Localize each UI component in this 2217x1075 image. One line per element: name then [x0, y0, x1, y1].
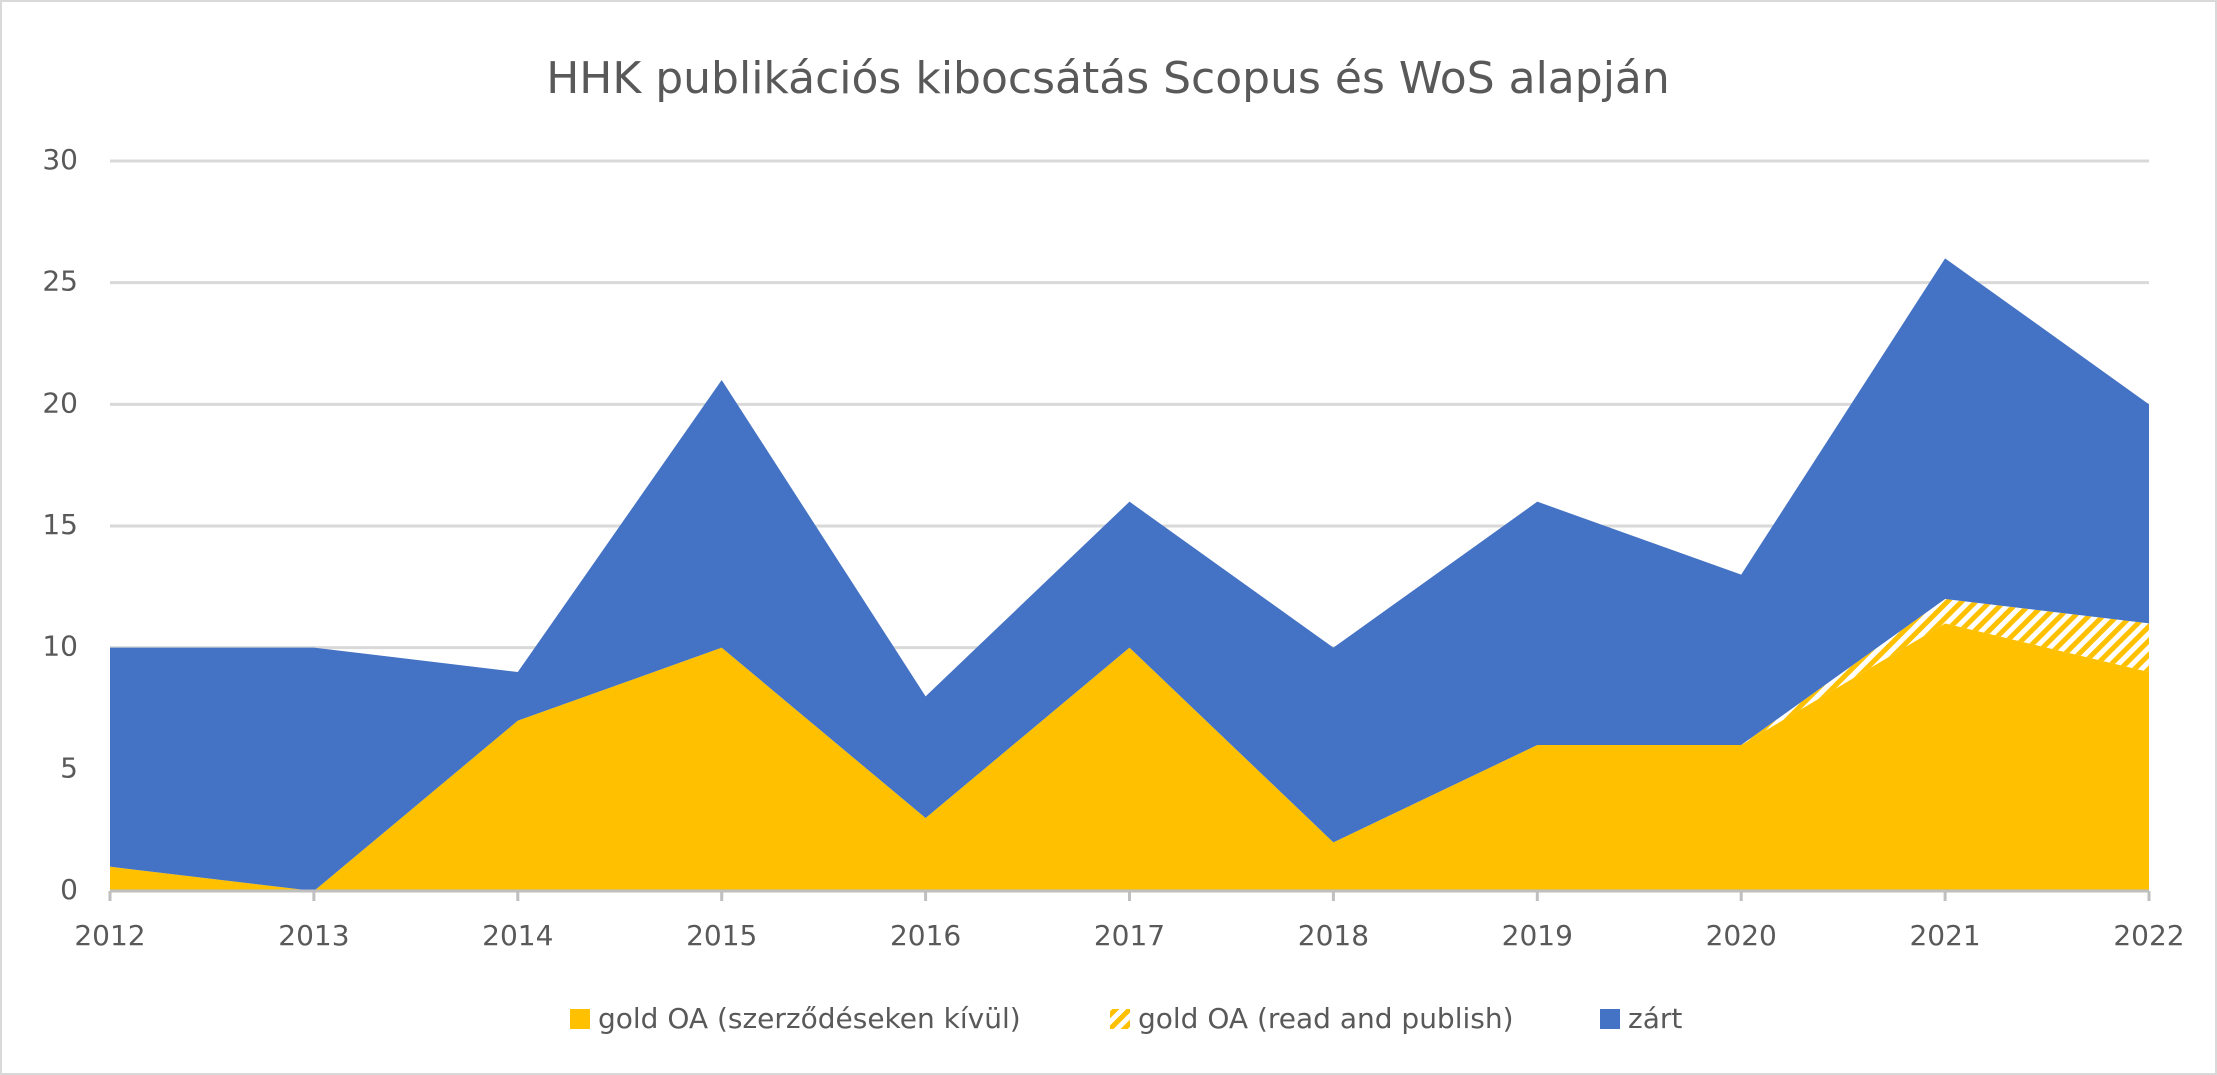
- x-tick-label: 2018: [1298, 919, 1369, 952]
- legend-swatch: [570, 1009, 590, 1029]
- y-tick-label: 30: [42, 143, 78, 176]
- y-tick-label: 15: [42, 508, 78, 541]
- y-tick-label: 20: [42, 386, 78, 419]
- x-tick-label: 2016: [890, 919, 961, 952]
- legend-label: zárt: [1628, 1002, 1682, 1035]
- x-tick-label: 2012: [74, 919, 145, 952]
- legend-swatch: [1600, 1009, 1620, 1029]
- legend-label: gold OA (read and publish): [1138, 1002, 1514, 1035]
- x-tick-label: 2014: [482, 919, 553, 952]
- y-tick-label: 10: [42, 630, 78, 663]
- y-tick-label: 5: [60, 751, 78, 784]
- y-tick-label: 25: [42, 265, 78, 298]
- y-tick-label: 0: [60, 873, 78, 906]
- chart-title: HHK publikációs kibocsátás Scopus és WoS…: [546, 53, 1670, 104]
- x-tick-label: 2022: [2113, 919, 2184, 952]
- area: [110, 258, 2149, 891]
- x-tick-label: 2017: [1094, 919, 1165, 952]
- x-tick-label: 2019: [1502, 919, 1573, 952]
- legend-swatch: [1110, 1009, 1130, 1029]
- area: [110, 623, 2149, 891]
- x-tick-label: 2013: [278, 919, 349, 952]
- x-tick-label: 2015: [686, 919, 757, 952]
- x-tick-label: 2020: [1706, 919, 1777, 952]
- legend-label: gold OA (szerződéseken kívül): [598, 1002, 1021, 1035]
- x-tick-label: 2021: [1909, 919, 1980, 952]
